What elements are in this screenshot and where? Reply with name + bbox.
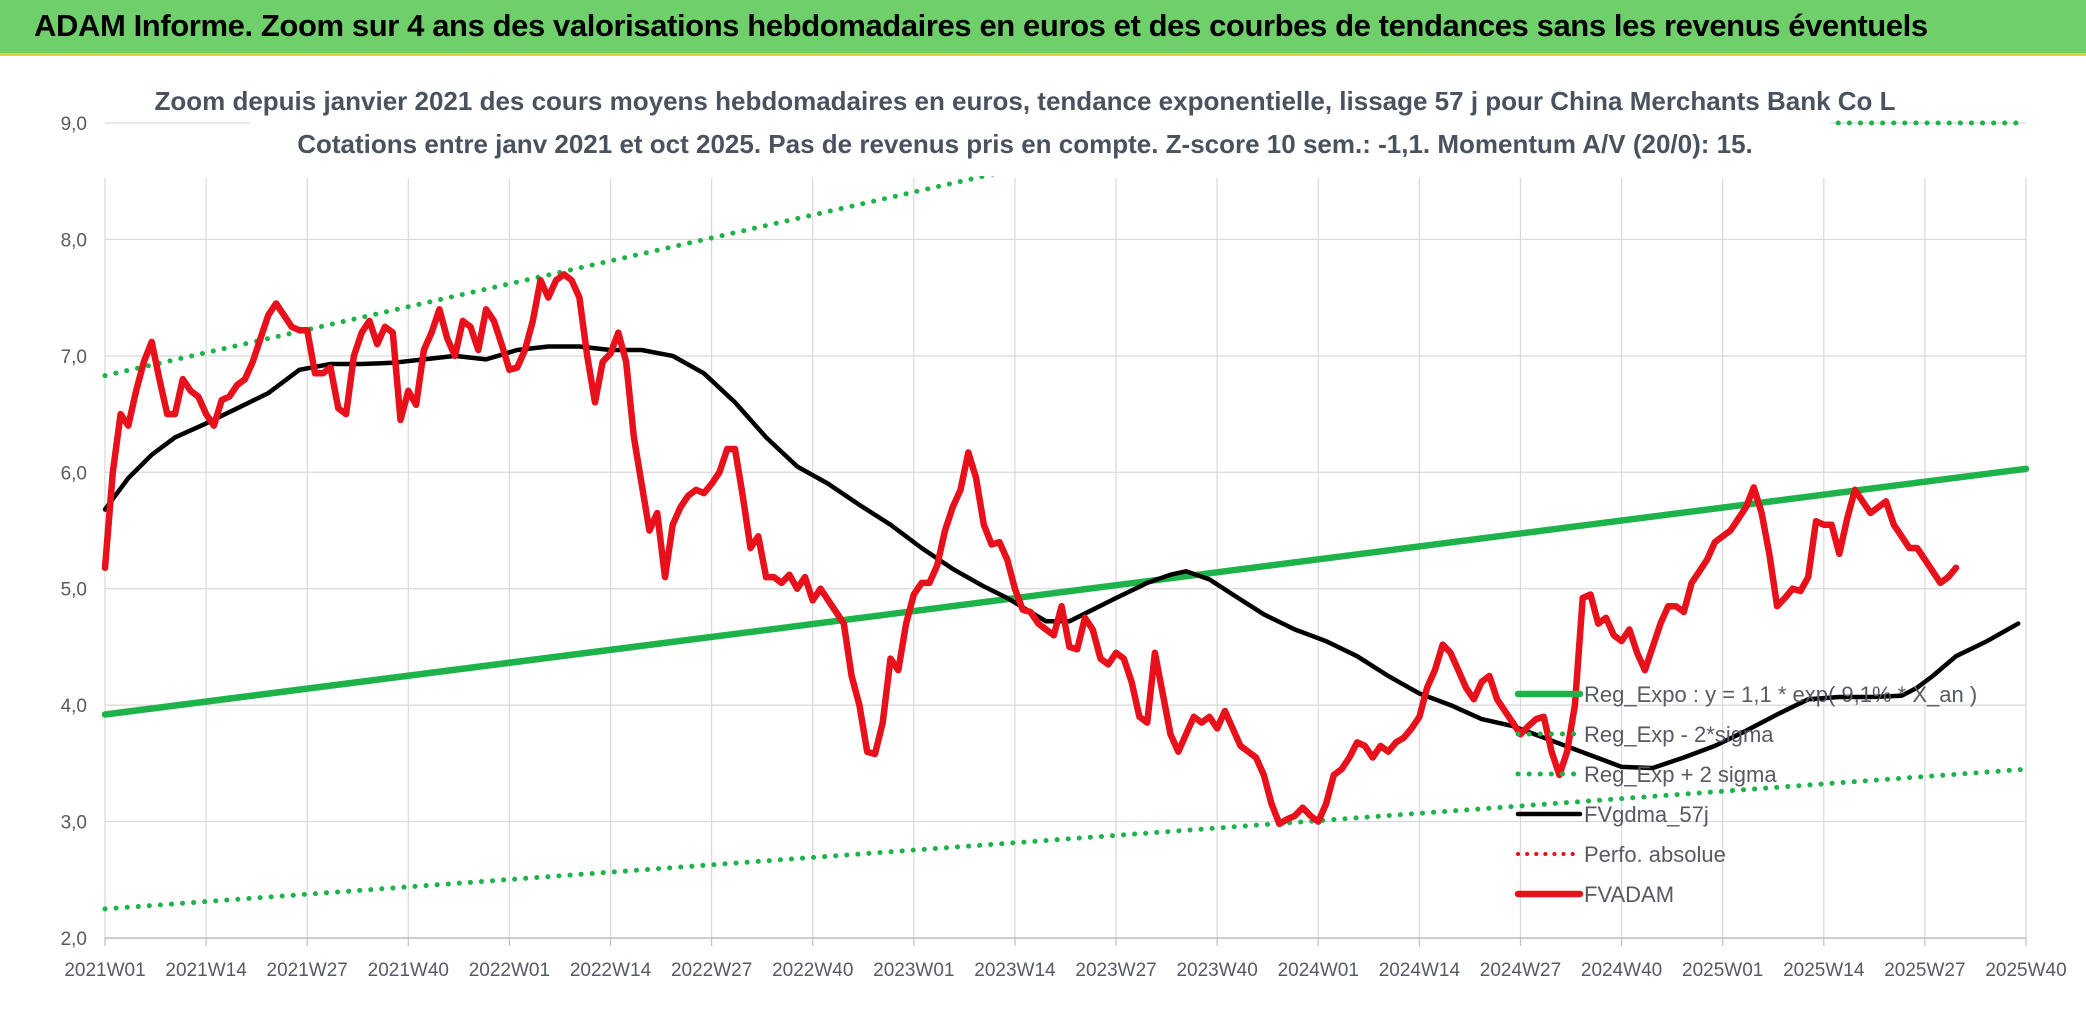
y-tick-label: 5,0 bbox=[61, 580, 87, 601]
x-tick-label: 2021W14 bbox=[165, 960, 247, 981]
chart-frame: 2,0 3,0 4,0 5,0 6,0 7,0 8,0 9,0 2021W01 2021W14 2… bbox=[0, 56, 2086, 1031]
y-axis-ticks: 2,0 3,0 4,0 5,0 6,0 7,0 8,0 9,0 bbox=[61, 114, 87, 950]
legend-label: FVADAM bbox=[1584, 882, 1674, 907]
x-tick-label: 2025W14 bbox=[1783, 960, 1865, 981]
x-tick-label: 2023W14 bbox=[974, 960, 1056, 981]
y-tick-label: 7,0 bbox=[61, 347, 87, 368]
x-tick-label: 2025W40 bbox=[1985, 960, 2066, 981]
x-tick-label: 2024W27 bbox=[1480, 960, 1561, 981]
fvadam-line bbox=[101, 271, 1960, 828]
x-tick-label: 2025W01 bbox=[1682, 960, 1763, 981]
chart-subtitle: Cotations entre janv 2021 et oct 2025. P… bbox=[297, 129, 1753, 159]
chart-title: Zoom depuis janvier 2021 des cours moyen… bbox=[154, 86, 1895, 116]
legend-label: Reg_Expo : y = 1,1 * exp( 9,1% * X_an ) bbox=[1584, 682, 1977, 707]
y-tick-label: 4,0 bbox=[61, 696, 87, 717]
y-tick-label: 8,0 bbox=[61, 230, 87, 251]
legend: Reg_Expo : y = 1,1 * exp( 9,1% * X_an ) R… bbox=[1514, 682, 1977, 907]
x-tick-label: 2024W01 bbox=[1278, 960, 1359, 981]
x-tick-label: 2023W40 bbox=[1176, 960, 1257, 981]
grid-lines bbox=[104, 122, 2027, 946]
x-axis-ticks: 2021W01 2021W14 2021W27 2021W40 2022W01 2022W… bbox=[64, 960, 2066, 981]
reg-exp-plus-2sigma-line bbox=[102, 161, 1041, 379]
x-tick-label: 2021W01 bbox=[64, 960, 145, 981]
legend-label: Reg_Exp + 2 sigma bbox=[1584, 762, 1777, 787]
y-tick-label: 2,0 bbox=[61, 929, 87, 950]
y-tick-label: 9,0 bbox=[61, 114, 87, 135]
x-tick-label: 2024W40 bbox=[1581, 960, 1662, 981]
x-tick-label: 2023W27 bbox=[1075, 960, 1156, 981]
legend-label: Reg_Exp - 2*sigma bbox=[1584, 722, 1774, 747]
x-tick-label: 2023W01 bbox=[873, 960, 954, 981]
report-title: ADAM Informe. Zoom sur 4 ans des valoris… bbox=[34, 8, 1928, 43]
x-tick-label: 2022W27 bbox=[671, 960, 752, 981]
legend-label: Perfo. absolue bbox=[1584, 842, 1726, 867]
x-tick-label: 2022W14 bbox=[570, 960, 652, 981]
report-banner: ADAM Informe. Zoom sur 4 ans des valoris… bbox=[0, 0, 2086, 56]
x-tick-label: 2025W27 bbox=[1884, 960, 1965, 981]
reg-exp-minus-2sigma-line bbox=[102, 766, 2029, 912]
x-tick-label: 2021W40 bbox=[368, 960, 449, 981]
x-tick-label: 2024W14 bbox=[1379, 960, 1461, 981]
x-tick-label: 2021W27 bbox=[267, 960, 348, 981]
x-tick-label: 2022W40 bbox=[772, 960, 853, 981]
legend-label: FVgdma_57j bbox=[1584, 802, 1709, 827]
title-backdrop bbox=[250, 76, 1830, 176]
fvgdma-57j-line bbox=[102, 344, 2021, 771]
x-tick-label: 2022W01 bbox=[469, 960, 550, 981]
series-group bbox=[101, 120, 2030, 912]
y-tick-label: 6,0 bbox=[61, 463, 87, 484]
reg-expo-line bbox=[101, 465, 2030, 718]
line-chart: 2,03,04,05,06,07,08,09,0 2021W01 2021W14 2… bbox=[61, 76, 2067, 981]
y-tick-label: 3,0 bbox=[61, 813, 87, 834]
